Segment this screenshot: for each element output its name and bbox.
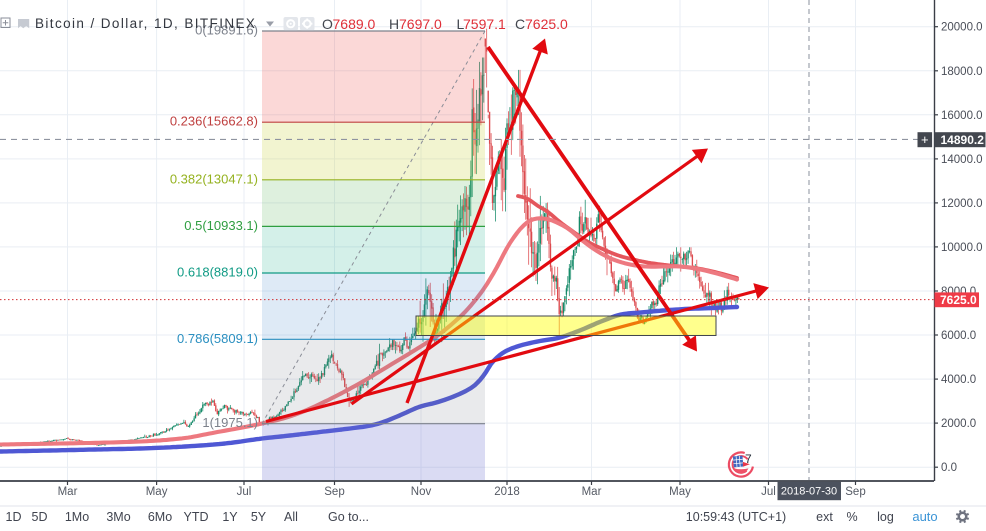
svg-text:C: C	[515, 16, 525, 32]
svg-text:16000.0: 16000.0	[941, 110, 983, 122]
svg-text:18000.0: 18000.0	[941, 66, 983, 78]
svg-text:Jul: Jul	[761, 486, 776, 498]
svg-text:7: 7	[745, 452, 752, 466]
svg-text:10:59:43 (UTC+1): 10:59:43 (UTC+1)	[686, 510, 786, 524]
svg-text:0(19891.6): 0(19891.6)	[195, 23, 258, 38]
svg-text:L: L	[457, 16, 465, 32]
svg-text:Mar: Mar	[582, 486, 602, 498]
svg-text:Mar: Mar	[58, 486, 78, 498]
svg-text:May: May	[146, 486, 168, 498]
svg-text:0.786(5809.1): 0.786(5809.1)	[177, 331, 258, 346]
svg-text:2018: 2018	[494, 486, 520, 498]
svg-text:0.0: 0.0	[941, 462, 957, 474]
svg-text:4000.0: 4000.0	[941, 374, 976, 386]
svg-text:12000.0: 12000.0	[941, 198, 983, 210]
svg-text:1D: 1D	[6, 510, 22, 524]
svg-text:All: All	[284, 510, 298, 524]
svg-text:0.236(15662.8): 0.236(15662.8)	[170, 114, 258, 129]
svg-text:7697.0: 7697.0	[399, 16, 442, 32]
svg-text:5Y: 5Y	[251, 510, 267, 524]
svg-text:log: log	[877, 510, 894, 524]
svg-text:6000.0: 6000.0	[941, 330, 976, 342]
svg-text:7689.0: 7689.0	[333, 16, 376, 32]
svg-text:20000.0: 20000.0	[941, 22, 983, 34]
svg-text:14890.2: 14890.2	[941, 133, 985, 147]
svg-text:1Mo: 1Mo	[65, 510, 89, 524]
svg-text:6Mo: 6Mo	[148, 510, 172, 524]
svg-text:Nov: Nov	[411, 486, 432, 498]
svg-text:Sep: Sep	[845, 486, 865, 498]
svg-text:ext: ext	[816, 510, 833, 524]
svg-text:0.5(10933.1): 0.5(10933.1)	[184, 218, 258, 233]
svg-text:0.618(8819.0): 0.618(8819.0)	[177, 265, 258, 280]
svg-text:2000.0: 2000.0	[941, 418, 976, 430]
svg-text:H: H	[389, 16, 399, 32]
svg-text:7625.0: 7625.0	[940, 293, 977, 307]
svg-text:Sep: Sep	[324, 486, 344, 498]
svg-text:May: May	[669, 486, 691, 498]
svg-text:+: +	[921, 132, 929, 147]
svg-text:7597.1: 7597.1	[463, 16, 506, 32]
svg-text:1(1975.1): 1(1975.1)	[202, 415, 258, 430]
svg-text:3Mo: 3Mo	[106, 510, 130, 524]
svg-text:10000.0: 10000.0	[941, 242, 983, 254]
svg-text:%: %	[846, 510, 857, 524]
svg-text:2018-07-30: 2018-07-30	[781, 486, 837, 498]
svg-text:Bitcoin / Dollar, 1D, BITFINEX: Bitcoin / Dollar, 1D, BITFINEX	[35, 16, 256, 31]
svg-text:0.382(13047.1): 0.382(13047.1)	[170, 171, 258, 186]
svg-text:auto: auto	[912, 509, 937, 524]
svg-text:14000.0: 14000.0	[941, 154, 983, 166]
svg-text:O: O	[322, 16, 333, 32]
svg-text:Go to...: Go to...	[328, 510, 369, 524]
svg-text:YTD: YTD	[184, 510, 209, 524]
svg-text:Jul: Jul	[237, 486, 252, 498]
svg-text:5D: 5D	[32, 510, 48, 524]
svg-text:7625.0: 7625.0	[525, 16, 568, 32]
svg-text:1Y: 1Y	[222, 510, 238, 524]
